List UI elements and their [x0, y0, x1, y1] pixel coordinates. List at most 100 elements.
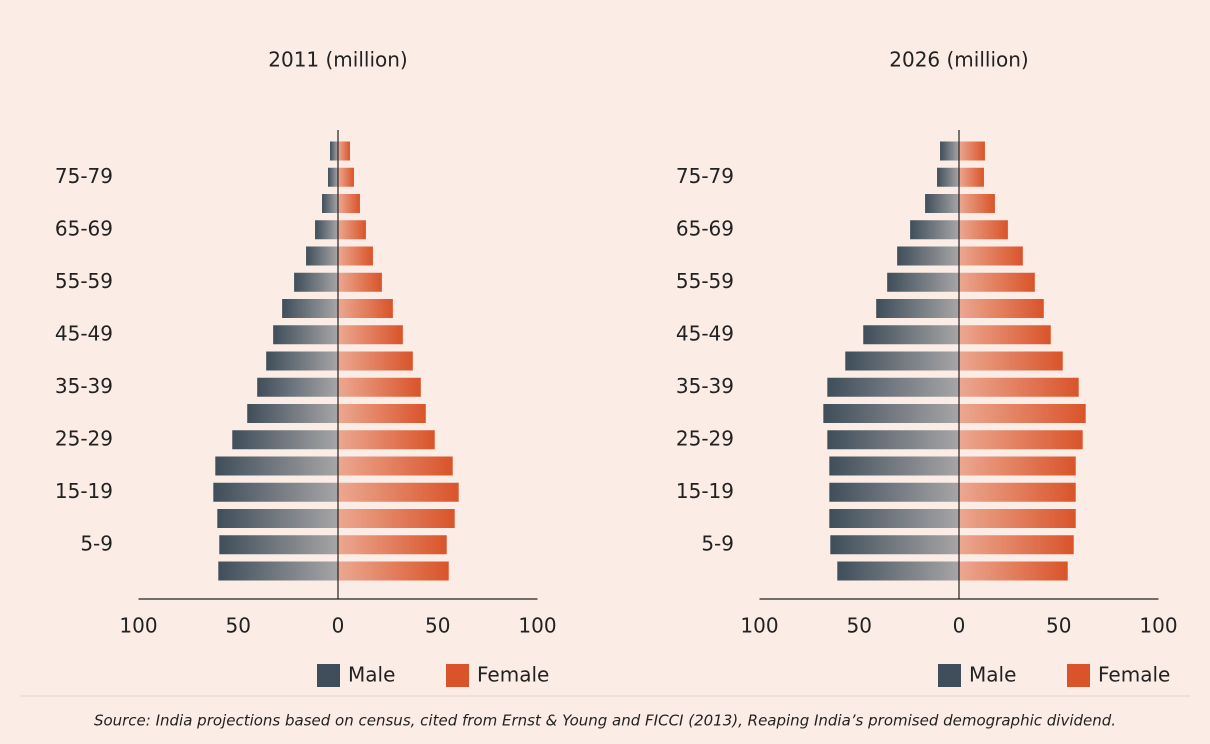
bar: [338, 167, 354, 187]
y-tick-label: 25-29: [676, 426, 734, 450]
y-tick-label: 15-19: [676, 479, 734, 503]
bar: [959, 535, 1074, 555]
bar: [338, 377, 421, 397]
y-tick-label: 35-39: [55, 374, 113, 398]
bar: [338, 272, 382, 292]
legend-label: Male: [969, 663, 1016, 687]
y-tick-label: 45-49: [55, 321, 113, 345]
y-tick-label: 5-9: [701, 531, 734, 555]
bar: [322, 194, 338, 213]
bar: [330, 141, 338, 161]
bar: [338, 325, 403, 345]
bar: [232, 430, 338, 450]
x-tick-label: 50: [226, 614, 251, 638]
legend-label: Male: [348, 663, 395, 687]
bar: [218, 561, 338, 581]
y-tick-label: 55-59: [676, 269, 734, 293]
bar: [257, 377, 338, 397]
bar: [959, 194, 995, 213]
bar: [937, 167, 959, 187]
x-tick-label: 0: [332, 614, 345, 638]
bar: [827, 377, 959, 397]
y-tick-label: 75-79: [676, 164, 734, 188]
bar: [338, 194, 360, 213]
bar: [959, 509, 1076, 528]
bar: [959, 272, 1035, 292]
bar: [959, 456, 1076, 476]
y-tick-label: 65-69: [55, 216, 113, 240]
y-tick-label: 45-49: [676, 321, 734, 345]
bar: [959, 299, 1044, 318]
x-tick-label: 50: [847, 614, 872, 638]
x-tick-label: 50: [1046, 614, 1071, 638]
bar: [910, 220, 959, 240]
bar: [306, 246, 338, 266]
x-tick-label: 100: [1139, 614, 1177, 638]
bar: [959, 404, 1086, 423]
bar: [338, 430, 435, 450]
x-tick-label: 0: [953, 614, 966, 638]
bar: [940, 141, 959, 161]
bar: [247, 404, 338, 423]
legend-swatch: [938, 664, 961, 687]
x-tick-label: 50: [425, 614, 450, 638]
bar: [959, 325, 1051, 345]
legend-label: Female: [1098, 663, 1170, 687]
bar: [959, 351, 1063, 371]
y-tick-label: 25-29: [55, 426, 113, 450]
bar: [925, 194, 959, 213]
bar: [829, 509, 959, 528]
bar: [338, 404, 426, 423]
x-tick-label: 100: [740, 614, 778, 638]
source: Source: India projections based on censu…: [94, 712, 1116, 730]
chart-title: 2026 (million): [889, 48, 1028, 72]
bar: [829, 456, 959, 476]
bar: [315, 220, 338, 240]
bar: [959, 482, 1076, 502]
y-tick-label: 15-19: [55, 479, 113, 503]
bar: [266, 351, 338, 371]
chart-title: 2011 (million): [268, 48, 407, 72]
bar: [959, 377, 1079, 397]
bar: [338, 482, 459, 502]
bar: [863, 325, 959, 345]
y-tick-label: 75-79: [55, 164, 113, 188]
bar: [959, 220, 1008, 240]
bar: [273, 325, 338, 345]
legend-label: Female: [477, 663, 549, 687]
bar: [282, 299, 338, 318]
legend-swatch: [446, 664, 469, 687]
bar: [338, 456, 453, 476]
legend-swatch: [1067, 664, 1090, 687]
y-tick-label: 35-39: [676, 374, 734, 398]
bar: [837, 561, 959, 581]
bar: [338, 351, 413, 371]
bar: [959, 246, 1023, 266]
bar: [338, 141, 350, 161]
bar: [829, 482, 959, 502]
bar: [830, 535, 959, 555]
bar: [338, 220, 366, 240]
bar: [823, 404, 959, 423]
bar: [897, 246, 959, 266]
y-tick-label: 5-9: [80, 531, 113, 555]
bar: [213, 482, 338, 502]
bar: [338, 561, 449, 581]
bar: [219, 535, 338, 555]
bar: [959, 141, 985, 161]
bar: [215, 456, 338, 476]
bar: [959, 167, 984, 187]
bar: [217, 509, 338, 528]
legend-swatch: [317, 664, 340, 687]
bar: [959, 430, 1083, 450]
x-tick-label: 100: [119, 614, 157, 638]
y-tick-label: 65-69: [676, 216, 734, 240]
bar: [338, 246, 373, 266]
bar: [887, 272, 959, 292]
bar: [959, 561, 1068, 581]
bar: [338, 299, 393, 318]
bar: [338, 535, 447, 555]
bar: [827, 430, 959, 450]
